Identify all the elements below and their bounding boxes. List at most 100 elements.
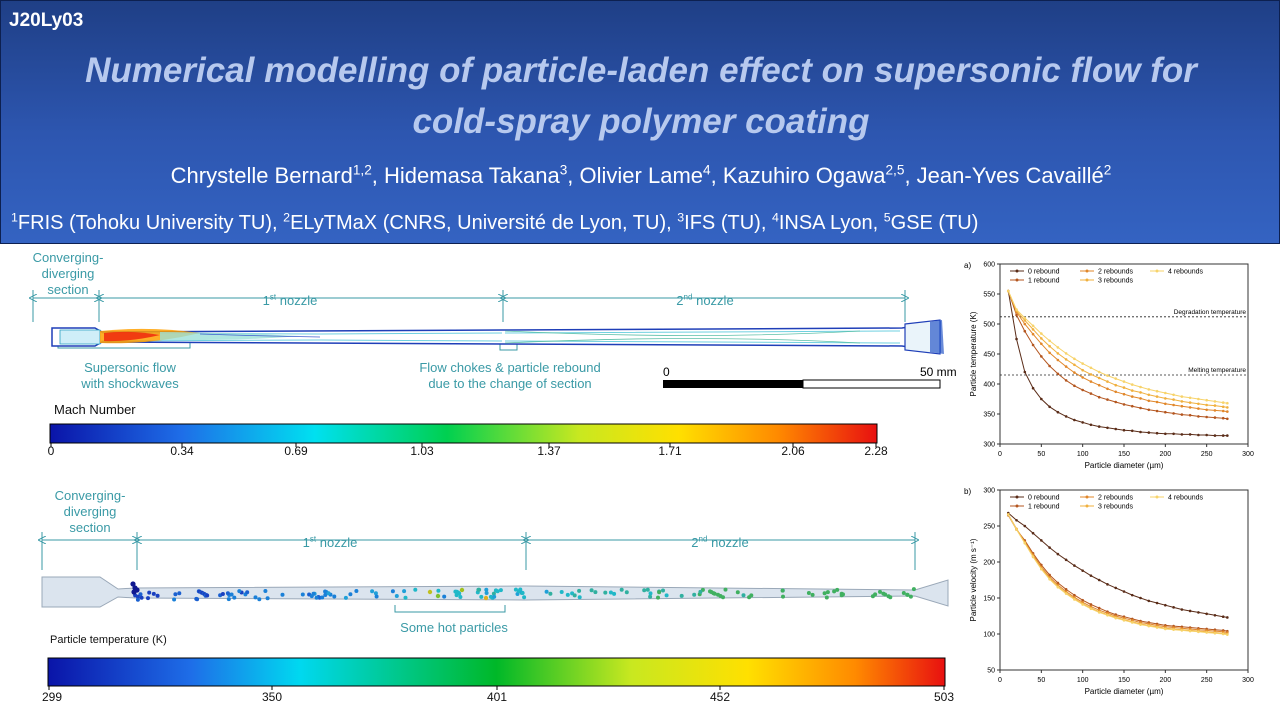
particle-dot <box>332 594 337 599</box>
particle-dot <box>544 589 549 594</box>
particle-dot <box>232 595 237 600</box>
mach-tick-label: 1.37 <box>537 444 561 458</box>
data-point <box>1197 407 1200 410</box>
particle-dot <box>413 587 418 592</box>
legend-marker <box>1015 504 1019 508</box>
data-point <box>1180 433 1184 436</box>
particle-dot <box>741 593 746 598</box>
data-point <box>1155 400 1159 404</box>
data-point <box>1226 633 1229 637</box>
data-point <box>1226 410 1229 413</box>
legend-label: 3 rebounds <box>1098 278 1134 285</box>
data-point <box>1056 372 1060 376</box>
particle-dot <box>642 588 647 593</box>
data-point <box>1197 402 1200 406</box>
mach-tick-label: 2.28 <box>864 444 888 458</box>
data-point <box>1155 601 1159 605</box>
data-point <box>1023 524 1027 528</box>
affiliation-text: FRIS (Tohoku University TU) <box>17 212 273 234</box>
particle-dot <box>883 592 888 597</box>
data-point <box>1221 434 1225 437</box>
particle-dot <box>498 588 503 593</box>
particle-dot <box>138 592 143 597</box>
mach-tick-label: 1.03 <box>410 444 434 458</box>
reference-line-label: Degradation temperature <box>1174 309 1247 316</box>
data-point <box>1056 585 1060 589</box>
particle-dot <box>146 596 150 601</box>
particle-dot <box>593 590 598 595</box>
particle-dot <box>825 590 830 595</box>
particle-dot <box>648 591 653 596</box>
particle-dot <box>320 595 325 600</box>
particle-dot <box>619 587 624 592</box>
particle-dot <box>781 594 785 599</box>
affiliation-separator: , <box>272 212 284 234</box>
flow-choke-label: Flow chokes & particle rebound due to th… <box>419 360 601 391</box>
data-point <box>1197 433 1200 437</box>
data-point <box>1064 365 1068 368</box>
data-point <box>1155 389 1159 393</box>
particle-dot <box>723 587 728 592</box>
data-point <box>1040 567 1043 571</box>
affiliation-separator: , <box>760 212 772 234</box>
data-point <box>1081 569 1084 572</box>
data-point <box>1213 404 1217 407</box>
data-point <box>1147 599 1151 603</box>
affiliation-mark: 4 <box>771 210 779 225</box>
particle-dot <box>721 595 725 600</box>
data-point <box>1073 363 1076 367</box>
x-tick-label: 300 <box>1242 451 1254 458</box>
author-separator: , <box>710 163 723 188</box>
data-point <box>1031 531 1035 535</box>
particle-dot <box>442 594 447 599</box>
data-point <box>1205 433 1208 437</box>
data-point <box>1188 629 1192 633</box>
particle-dot <box>548 591 553 596</box>
data-point <box>1164 397 1167 400</box>
title-banner: J20Ly03 Numerical modelling of particle-… <box>0 0 1280 244</box>
data-point <box>1164 391 1167 395</box>
particle-dot <box>354 589 359 593</box>
data-point <box>1180 413 1184 416</box>
temperature-colorbar <box>47 657 946 687</box>
data-point <box>1089 574 1093 577</box>
affiliation-text: GSE (TU) <box>890 212 979 234</box>
series-line <box>1007 514 1228 634</box>
data-point <box>1188 401 1192 404</box>
data-point <box>1040 397 1043 401</box>
particle-dot <box>147 590 152 595</box>
particle-dot <box>901 591 906 595</box>
data-point <box>1089 366 1093 370</box>
particle-dot <box>905 592 910 597</box>
particle-dot <box>577 588 582 593</box>
data-point <box>1213 400 1217 403</box>
data-point <box>1164 410 1167 414</box>
data-point <box>1023 319 1027 322</box>
data-point <box>1089 423 1093 427</box>
chart-b-particle-velocity: b)0 50 100 150 200 250 30050100150200250300Par… <box>964 487 1254 696</box>
data-point <box>1188 609 1192 613</box>
particle-dot <box>749 593 754 598</box>
data-point <box>1081 603 1084 606</box>
data-point <box>1015 528 1018 531</box>
mach-colorbar <box>49 423 878 444</box>
author-separator: , <box>567 163 580 188</box>
data-point <box>1226 616 1229 619</box>
data-point <box>1155 395 1159 398</box>
data-point <box>1056 581 1060 585</box>
y-tick-label: 200 <box>983 560 995 567</box>
legend-label: 4 rebounds <box>1168 495 1204 502</box>
data-point <box>1106 426 1109 430</box>
y-tick-label: 250 <box>983 524 995 531</box>
data-point <box>1155 626 1159 629</box>
data-point <box>1114 427 1118 431</box>
data-point <box>1089 607 1093 611</box>
data-point <box>1040 332 1043 335</box>
data-point <box>1097 370 1101 374</box>
particle-dot <box>656 595 660 600</box>
data-point <box>1006 289 1010 293</box>
particle-dot <box>648 594 653 599</box>
data-point <box>1172 412 1175 415</box>
particle-dot <box>237 589 242 594</box>
y-tick-label: 500 <box>983 322 995 329</box>
